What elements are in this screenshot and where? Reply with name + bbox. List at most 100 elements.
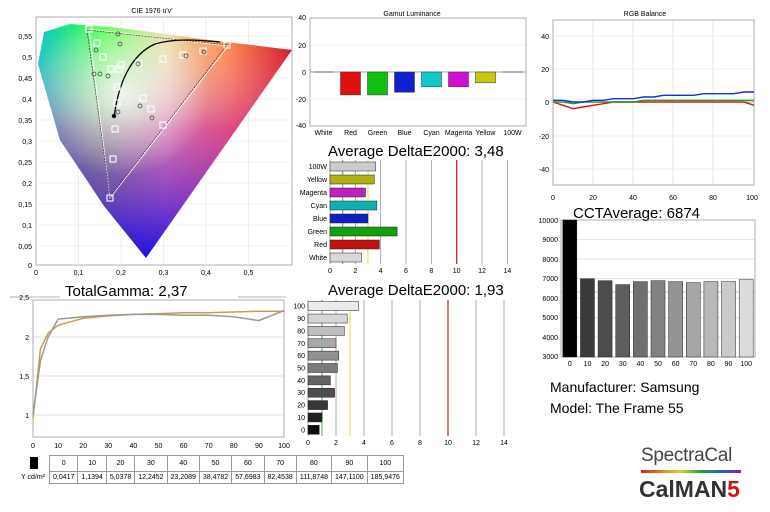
de-gray-bar [307,301,359,311]
cct-bar [668,281,683,358]
svg-text:0,1: 0,1 [74,270,84,277]
de-gray-y-label: 100 [293,304,305,311]
gamut-lum-bar [421,71,442,88]
table-value: 0,0417 [48,471,79,484]
gamut-lum-x-label: 100W [503,130,522,137]
de-gray-x-ticks: 0 2 4 6 8 10 12 14 [306,440,508,447]
rgb-balance-lines [552,91,755,110]
svg-text:0,2: 0,2 [22,181,32,188]
rgb-balance-title: RGB Balance [624,11,667,18]
table-step: 60 [231,455,265,472]
de-gray-y-label: 70 [297,341,305,348]
de-colors-chart: 100W Yellow Magenta Cyan Blue Green Red White 0… [300,160,520,275]
de-colors-bar [329,187,366,198]
de-colors-y-label: Red [314,242,327,249]
cct-x-tick: 100 [740,361,752,368]
spectracal-logo-text: SpectraCal [641,445,732,466]
table-step: 50 [198,455,233,472]
cct-x-tick: 70 [689,361,697,368]
de-gray-y-label: 80 [297,328,305,335]
gamma-line [32,309,285,416]
cct-chart: 10000 9000 8000 7000 6000 5000 4000 3000 0 10… [539,218,756,368]
table-value: 147,1100 [331,471,368,484]
gamut-lum-title: Gamut Luminance [383,11,440,18]
gamma-x-tick: 30 [104,443,112,450]
de-colors-y-label: Blue [313,216,327,223]
model-label: Model: The Frame 55 [550,400,684,416]
cct-bar [597,280,613,358]
calman-logo: CalMAN5 [639,476,740,503]
svg-text:20: 20 [298,43,306,50]
de-colors-y-label: 100W [309,164,328,171]
de-gray-y-label: 0 [301,427,305,434]
de-colors-y-labels: 100W Yellow Magenta Cyan Blue Green Red White [300,164,328,262]
gamma-x-tick: 10 [54,443,62,450]
gamma-x-ticks: 0 10 20 30 40 50 60 70 80 90 100 [31,443,290,450]
de-colors-bar [329,174,375,185]
gamma-x-tick: 80 [230,443,238,450]
de-gray-bar [307,313,348,324]
de-colors-y-label: Yellow [307,177,328,184]
svg-text:0: 0 [302,70,306,77]
gamut-lum-y-ticks: 40 20 0 -20 -40 [296,15,306,130]
de-gray-x-tick: 10 [444,440,452,447]
cie-y-ticks: 0 0,05 0,1 0,15 0,2 0,25 0,3 0,35 0,4 0,45 0,… [18,34,32,270]
cct-bar [721,281,736,358]
de-gray-y-label: 90 [297,316,305,323]
svg-text:0: 0 [551,195,555,202]
svg-text:0,2: 0,2 [116,270,126,277]
de-colors-x-tick: 12 [478,268,486,275]
de-colors-bar [329,213,369,224]
de-colors-y-label: Magenta [300,190,327,197]
de-gray-bar [307,338,337,349]
svg-text:7000: 7000 [542,276,558,283]
de-gray-bar [307,400,328,410]
de-colors-bars [329,161,398,263]
table-step: 20 [105,455,136,472]
gamma-title: TotalGamma: 2,37 [65,283,188,300]
de-colors-bar [329,161,376,172]
cie-white-region [38,24,292,258]
gamma-gridlines [33,336,284,416]
de-gray-bar [307,387,335,398]
svg-text:40: 40 [629,195,637,202]
gamut-lum-bar [475,71,496,84]
svg-text:0: 0 [34,270,38,277]
gamma-x-tick: 90 [255,443,263,450]
de-gray-y-label: 60 [297,353,305,360]
cct-x-tick: 40 [636,361,644,368]
rgb-balance-line [552,101,755,110]
cct-bar [562,219,578,358]
svg-text:0,25: 0,25 [18,160,32,167]
luminance-table: 0 10 20 30 40 50 60 70 80 90 100 Y cd/m²… [18,455,404,484]
svg-text:0,15: 0,15 [18,202,32,209]
svg-text:9000: 9000 [542,237,558,244]
table-value: 23,2089 [166,471,200,484]
cie-marker-squares [85,25,231,202]
svg-text:100: 100 [746,195,758,202]
de-gray-x-tick: 0 [306,440,310,447]
rgb-balance-chart: 40 20 0 -20 -40 0 20 40 60 80 100 [539,19,758,202]
de-gray-y-label: 40 [297,378,305,385]
de-gray-bars [307,301,359,435]
table-value: 38,4782 [198,471,233,484]
table-step: 90 [331,455,368,472]
svg-text:-20: -20 [539,134,549,141]
table-step: 10 [77,455,107,472]
de-colors-y-label: Cyan [311,203,327,210]
de-gray-x-tick: 2 [334,440,338,447]
de-gray-bar [307,375,331,386]
gamut-lum-x-label: Red [344,130,357,137]
cie-target-gamut [88,28,229,200]
gamut-lum-x-label: Cyan [423,130,439,137]
table-value: 5,0378 [105,471,136,484]
de-colors-x-tick: 8 [429,268,433,275]
cie-planckian-locus [113,39,221,119]
rgb-balance-x-ticks: 0 20 40 60 80 100 [551,195,758,202]
cie-marker-circles [91,31,207,121]
de-gray-bar [307,425,320,435]
table-value: 12,2452 [134,471,168,484]
black-swatch [29,456,38,469]
